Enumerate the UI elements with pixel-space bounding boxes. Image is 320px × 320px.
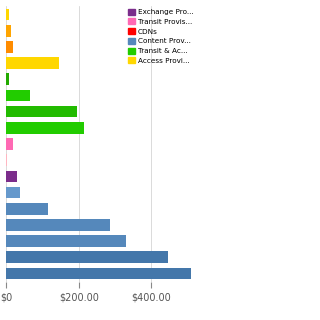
Bar: [6, 203, 48, 215]
Bar: [6, 106, 77, 117]
Bar: [6, 122, 84, 134]
Bar: [6, 187, 20, 198]
Bar: [6, 25, 12, 36]
Bar: [6, 57, 59, 69]
Bar: [6, 73, 9, 85]
Bar: [6, 235, 126, 247]
Bar: [6, 154, 7, 166]
Bar: [6, 219, 110, 231]
Bar: [6, 90, 30, 101]
Bar: [6, 9, 9, 20]
Legend: Exchange Pro..., Transit Provis..., CDNs, Content Prov..., Transit & Ac..., Acce: Exchange Pro..., Transit Provis..., CDNs…: [127, 7, 195, 65]
Bar: [6, 138, 13, 150]
Bar: [6, 268, 191, 279]
Bar: [6, 252, 168, 263]
Bar: [6, 41, 13, 53]
Bar: [6, 171, 17, 182]
